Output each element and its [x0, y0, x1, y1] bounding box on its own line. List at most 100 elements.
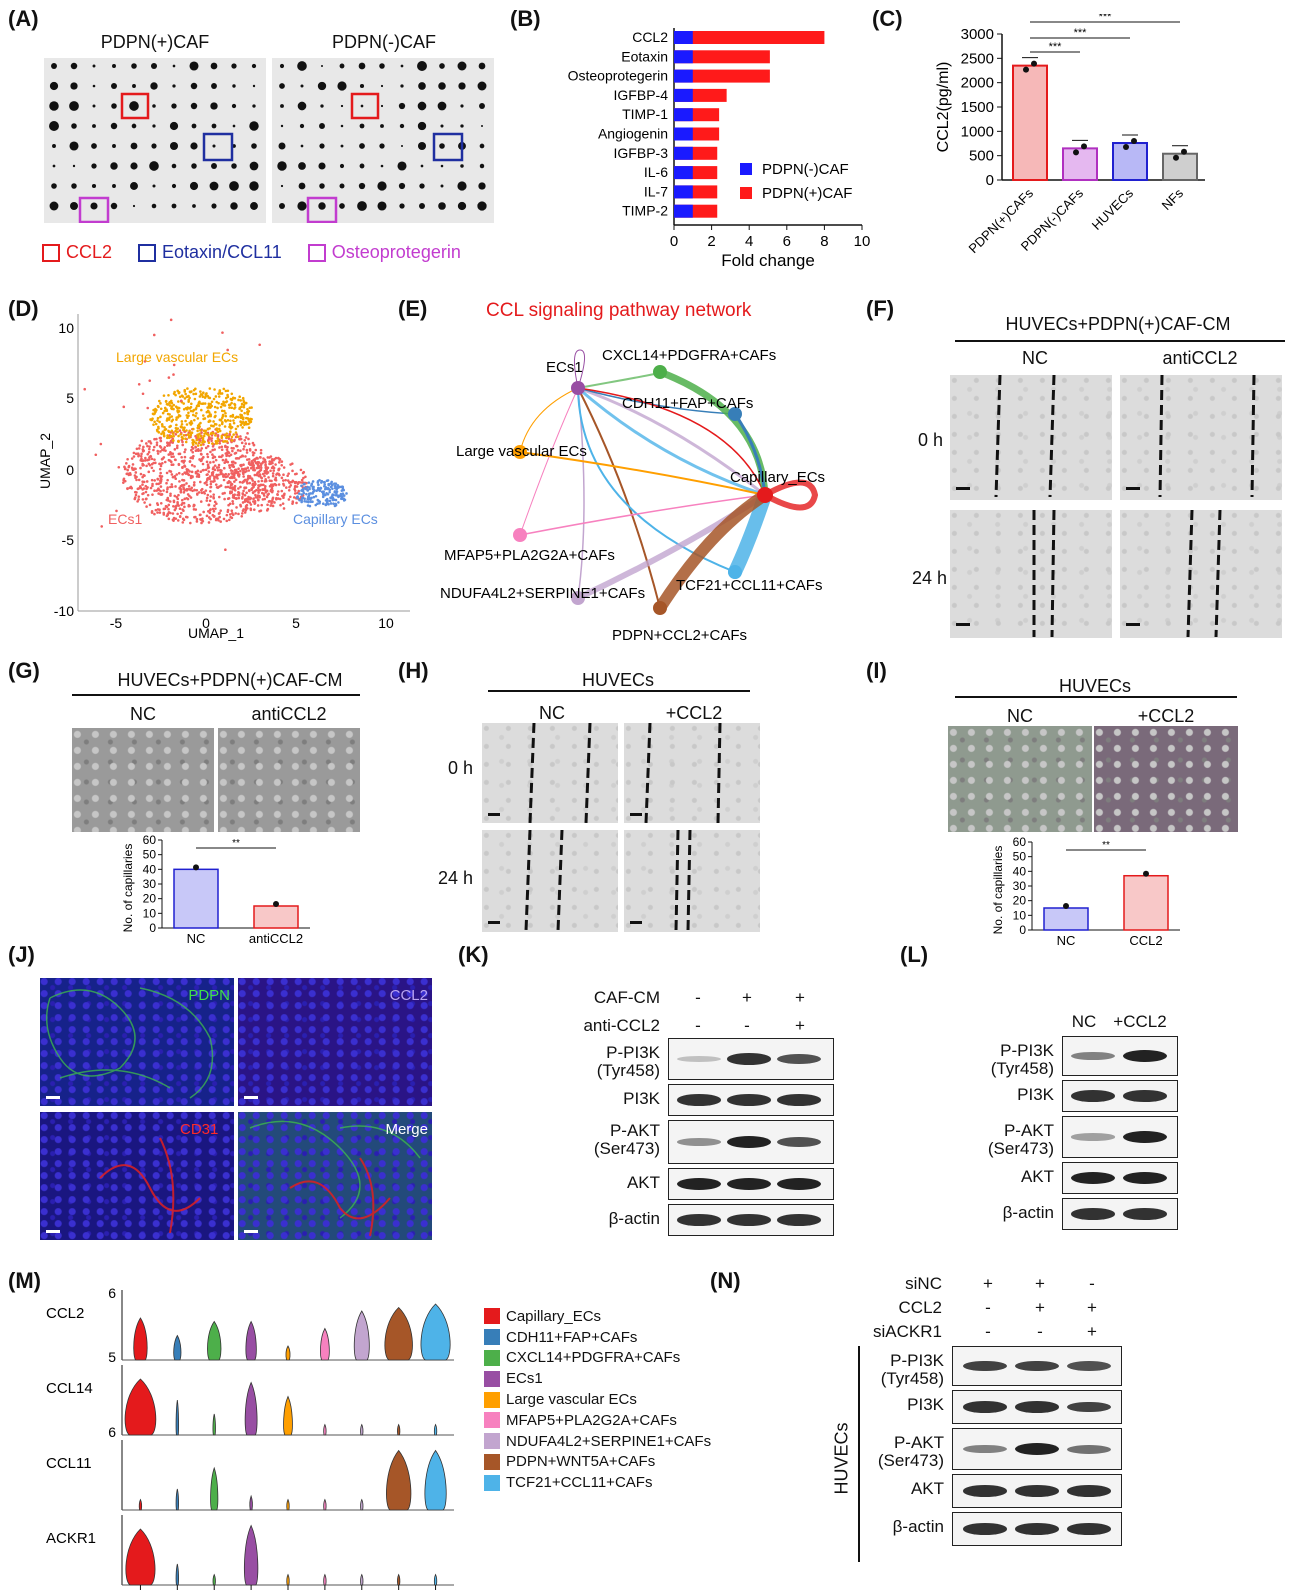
array-dot: [69, 141, 79, 151]
n-mark: +: [1087, 1298, 1097, 1317]
array-dot: [380, 84, 384, 88]
array-dot: [49, 201, 59, 211]
node-label-tcf21: TCF21+CCL11+CAFs: [676, 577, 822, 594]
violin: [424, 1449, 447, 1511]
umap-xtick: 0: [202, 615, 210, 631]
array-dot: [192, 204, 196, 208]
panel-h-col1: NC: [539, 703, 565, 723]
violin-legend-item: CDH11+FAP+CAFs: [484, 1327, 711, 1348]
array-dot: [379, 143, 385, 149]
panel-n-label: (N): [710, 1268, 741, 1293]
array-dot: [379, 63, 385, 69]
array-dot: [169, 141, 179, 151]
array-dot: [151, 143, 157, 149]
array-dot: [52, 144, 56, 148]
violin: [212, 1573, 216, 1586]
wb-row: [668, 1038, 834, 1080]
array-dot: [298, 182, 306, 190]
tube-i-nc: [948, 726, 1092, 832]
array-dot: [251, 63, 257, 69]
panel-m-label: (M): [8, 1268, 41, 1293]
ylabel-c: CCL2(pg/ml): [935, 62, 952, 153]
array-dot: [418, 82, 426, 90]
array-dot: [380, 164, 384, 168]
scratch-nc-0h: [950, 375, 1112, 500]
eotaxin-highlight-left: [202, 132, 234, 162]
sig-c: ***: [1099, 14, 1113, 23]
violin: [207, 1320, 222, 1361]
k-r1-c3: +: [795, 988, 805, 1007]
wb-band-label: β-actin: [608, 1209, 660, 1228]
wb-row: [1062, 1116, 1178, 1158]
array-dot: [211, 203, 217, 209]
array-dot: [280, 124, 284, 128]
array-dot: [417, 101, 427, 111]
if-cd31: [40, 1112, 234, 1240]
array-dot: [340, 104, 344, 108]
panel-f-col1: NC: [1022, 348, 1048, 368]
array-dot: [300, 84, 304, 88]
wb-row: [668, 1204, 834, 1236]
panel-l-label: (L): [900, 942, 929, 967]
legend-eotaxin: Eotaxin/CCL11: [138, 242, 282, 263]
array-dot: [397, 161, 407, 171]
tick-c: 1500: [961, 99, 994, 116]
tick-small: 50: [143, 848, 157, 862]
tick-small: 10: [143, 906, 157, 920]
violin: [360, 1498, 364, 1511]
wb-band-label: PI3K: [907, 1395, 944, 1414]
array-dot: [358, 62, 366, 70]
violin: [323, 1423, 327, 1436]
array-dot: [417, 141, 427, 151]
violin: [433, 1573, 438, 1586]
panel-i-col2: +CCL2: [1137, 706, 1195, 726]
bar-c: [1112, 142, 1148, 182]
violin-plot: CCL2 6 5 CCL14 6 CCL11 ACKR1: [46, 1285, 454, 1590]
array-dot: [460, 164, 464, 168]
violin-legend-item: NDUFA4L2+SERPINE1+CAFs: [484, 1431, 711, 1452]
violin: [249, 1494, 253, 1511]
bar-b-label: TIMP-2: [622, 203, 668, 219]
bar-b-neg: [674, 88, 693, 102]
cluster-ecs1: ECs1: [108, 511, 142, 527]
violin-legend-item: PDPN+WNT5A+CAFs: [484, 1452, 711, 1473]
array-dot: [252, 104, 256, 108]
array-dot: [357, 201, 367, 211]
l-col2: +CCL2: [1113, 1012, 1167, 1031]
array-dot: [212, 144, 216, 148]
array-dot: [90, 202, 98, 210]
if-merge: [238, 1112, 432, 1240]
violin: [125, 1528, 156, 1586]
wb-row: [668, 1168, 834, 1200]
sig-small: **: [232, 838, 240, 849]
array-dot: [439, 63, 445, 69]
svg-text:5: 5: [108, 1349, 116, 1365]
array-dot: [92, 64, 96, 68]
tick-small: 40: [1013, 864, 1027, 878]
violin: [433, 1423, 438, 1436]
panel-e-title: CCL signaling pathway network: [486, 300, 752, 321]
array-dot: [419, 203, 425, 209]
array-dot: [297, 61, 307, 71]
array-dot: [279, 203, 285, 209]
array-dot: [189, 61, 199, 71]
array-dot: [249, 161, 259, 171]
array-dot: [249, 181, 259, 191]
array-dot: [399, 203, 405, 209]
array-dot: [152, 104, 156, 108]
array-dot: [110, 202, 118, 210]
array-dot: [110, 122, 118, 130]
tick-c: 2500: [961, 50, 994, 67]
node-label-mfap5: MFAP5+PLA2G2A+CAFs: [444, 547, 615, 564]
array-dot: [320, 64, 324, 68]
array-dot: [49, 101, 59, 111]
bar-b-label: IL-7: [644, 183, 668, 199]
node-large-vascular: [513, 445, 527, 459]
array-dot: [400, 144, 404, 148]
wb-band-label: AKT: [910, 1479, 944, 1498]
violin: [396, 1423, 401, 1436]
array-dot: [92, 84, 96, 88]
array-dot: [279, 63, 285, 69]
panel-c-label: (C): [872, 6, 903, 31]
violin: [124, 1378, 157, 1436]
